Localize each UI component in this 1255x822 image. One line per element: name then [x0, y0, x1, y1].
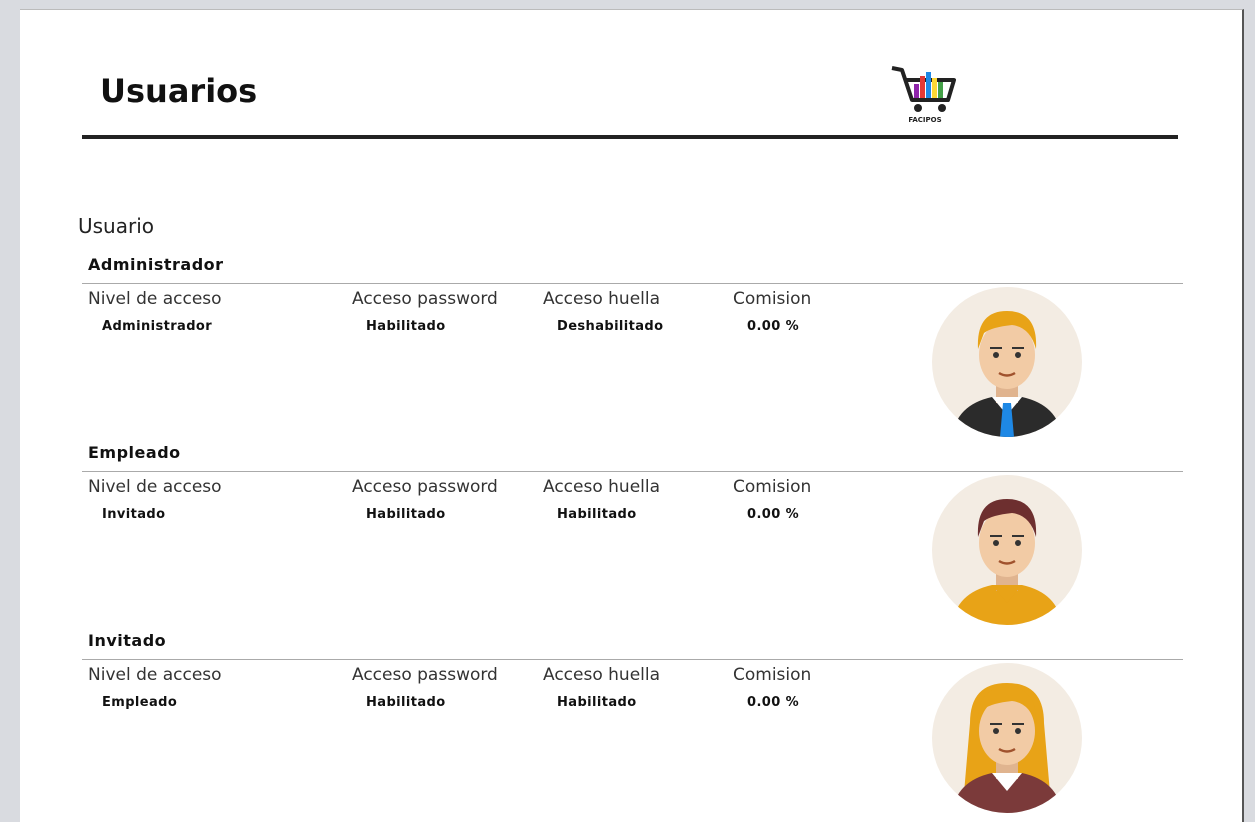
field-value: Habilitado: [366, 507, 446, 522]
field-label: Nivel de acceso: [88, 665, 222, 685]
field-value: Habilitado: [557, 507, 637, 522]
field-value: Empleado: [102, 695, 178, 710]
field-label: Nivel de acceso: [88, 477, 222, 497]
field-label: Acceso huella: [543, 289, 661, 309]
field-label: Comision: [733, 289, 812, 309]
field-label: Acceso password: [352, 289, 498, 309]
field-label: Acceso huella: [543, 665, 661, 685]
user-name: Empleado: [88, 443, 181, 462]
field-value: Invitado: [102, 507, 166, 522]
field-value: Administrador: [102, 319, 213, 334]
field-value: Habilitado: [557, 695, 637, 710]
field-value: Deshabilitado: [557, 319, 664, 334]
field-label: Comision: [733, 665, 812, 685]
field-value: Habilitado: [366, 695, 446, 710]
user-name: Administrador: [88, 255, 224, 274]
header-rule: [82, 135, 1178, 139]
avatar: [932, 663, 1082, 813]
field-value: 0.00 %: [747, 319, 800, 334]
field-label: Comision: [733, 477, 812, 497]
section-label: Usuario: [78, 214, 155, 238]
avatar: [932, 475, 1082, 625]
user-rule: [82, 283, 1183, 284]
field-value: 0.00 %: [747, 695, 800, 710]
user-rule: [82, 659, 1183, 660]
logo-text: FACIPOS: [908, 116, 941, 124]
avatar: [932, 287, 1082, 437]
field-label: Nivel de acceso: [88, 289, 222, 309]
field-value: 0.00 %: [747, 507, 800, 522]
report-sheet: Usuarios FACIPOS Usuario Administrador Ni…: [20, 9, 1244, 822]
field-label: Acceso password: [352, 665, 498, 685]
field-label: Acceso huella: [543, 477, 661, 497]
field-label: Acceso password: [352, 477, 498, 497]
user-name: Invitado: [88, 631, 167, 650]
report-title: Usuarios: [100, 72, 258, 110]
user-rule: [82, 471, 1183, 472]
field-value: Habilitado: [366, 319, 446, 334]
logo: FACIPOS: [891, 66, 956, 124]
